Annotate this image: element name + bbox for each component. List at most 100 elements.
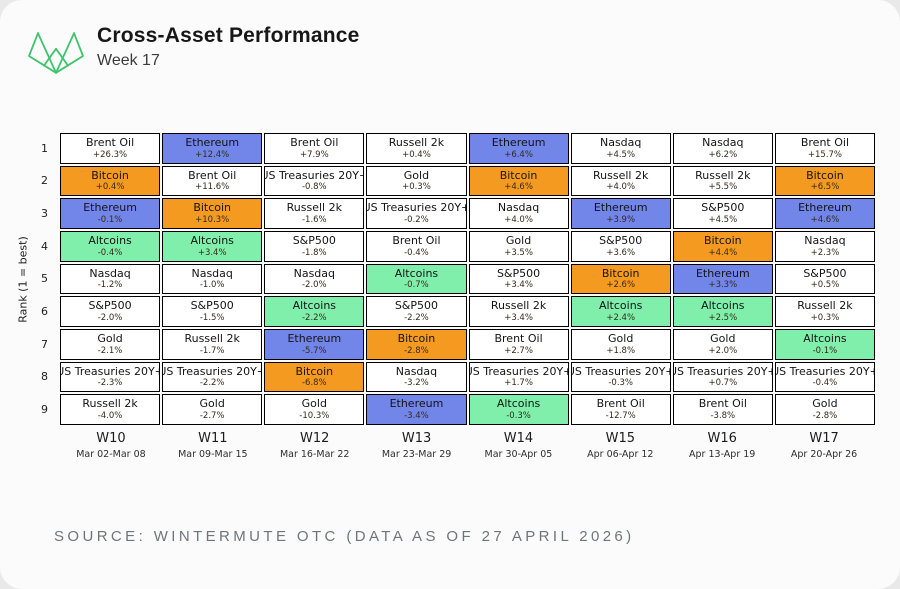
asset-change: -0.1% — [812, 345, 838, 356]
rank-tick: 7 — [41, 337, 48, 351]
asset-name: S&P500 — [292, 233, 336, 247]
table-cell: Russell 2k +3.4% — [468, 296, 569, 327]
table-cell: Brent Oil +2.7% — [468, 328, 569, 360]
asset-change: +0.4% — [402, 149, 431, 160]
asset-change: +4.4% — [708, 247, 738, 258]
asset-change: +0.4% — [95, 182, 125, 193]
asset-name: Nasdaq — [804, 233, 846, 247]
week-tick: W13 Mar 23-Mar 29 — [366, 431, 468, 460]
asset-name: S&P500 — [496, 266, 541, 280]
asset-change: -2.7% — [199, 410, 225, 421]
table-cell: Gold -2.1% — [60, 328, 161, 360]
asset-change: +1.7% — [504, 378, 533, 389]
asset-change: +4.0% — [606, 182, 636, 193]
asset-name: Gold — [403, 168, 430, 182]
week-tick: W12 Mar 16-Mar 22 — [264, 431, 366, 460]
table-cell: Altcoins +2.4% — [570, 296, 671, 327]
asset-change: +6.4% — [504, 149, 533, 160]
table-cell: Russell 2k +4.0% — [570, 165, 671, 197]
asset-name: Altcoins — [190, 233, 234, 247]
table-cell: US Treasuries 20Y+ -2.3% — [60, 361, 161, 393]
asset-name: Ethereum — [593, 201, 648, 215]
table-cell: Brent Oil -0.4% — [366, 230, 467, 262]
rank-tick: 1 — [41, 141, 48, 155]
asset-change: +5.5% — [708, 182, 738, 193]
asset-name: Bitcoin — [193, 201, 232, 215]
table-cell: US Treasuries 20Y+ +1.7% — [468, 361, 569, 393]
page-subtitle: Week 17 — [97, 52, 160, 69]
week-dates: Apr 06-Apr 12 — [587, 449, 654, 460]
week-label: W11 — [198, 431, 228, 446]
asset-change: -0.4% — [812, 378, 838, 389]
rank-tick: 2 — [41, 174, 48, 188]
asset-name: Brent Oil — [392, 233, 441, 247]
rank-tick: 6 — [41, 305, 48, 319]
asset-change: -2.8% — [404, 345, 429, 356]
table-cell: Bitcoin -6.8% — [264, 361, 365, 393]
asset-change: -6.8% — [301, 378, 327, 389]
asset-change: -12.7% — [605, 410, 636, 421]
asset-name: Brent Oil — [698, 397, 747, 411]
asset-change: +3.6% — [606, 247, 636, 258]
asset-name: Bitcoin — [499, 168, 538, 182]
asset-change: -3.8% — [710, 410, 736, 421]
asset-change: -4.0% — [97, 410, 123, 421]
week-axis: W10 Mar 02-Mar 08 W11 Mar 09-Mar 15 W12 Mar 1… — [60, 431, 875, 460]
asset-change: -1.7% — [199, 345, 225, 356]
table-cell: Nasdaq +6.2% — [672, 133, 773, 164]
table-cell: S&P500 -2.0% — [60, 296, 161, 327]
table-cell: Bitcoin +4.6% — [468, 165, 569, 197]
asset-change: +2.0% — [708, 345, 738, 356]
asset-name: Ethereum — [83, 201, 137, 215]
asset-name: Brent Oil — [494, 331, 543, 345]
asset-name: Nasdaq — [702, 135, 744, 149]
asset-change: -5.7% — [301, 345, 327, 356]
rank-tick: 8 — [41, 370, 48, 384]
table-cell: US Treasuries 20Y+ -0.8% — [264, 165, 365, 197]
asset-change: +6.5% — [810, 182, 840, 193]
asset-name: Bitcoin — [91, 168, 129, 182]
table-cell: US Treasuries 20Y+ -0.2% — [366, 198, 467, 229]
table-cell: Brent Oil +7.9% — [264, 133, 365, 164]
week-label: W13 — [401, 431, 432, 446]
asset-name: US Treasuries 20Y+ — [774, 364, 875, 378]
asset-name: S&P500 — [394, 299, 439, 313]
week-dates: Mar 30-Apr 05 — [484, 449, 553, 460]
asset-change: -2.2% — [404, 312, 429, 323]
asset-change: +0.7% — [708, 378, 738, 389]
week-label: W14 — [503, 431, 534, 446]
asset-name: Gold — [301, 397, 327, 411]
asset-change: -3.4% — [404, 410, 429, 421]
asset-change: +3.3% — [708, 280, 738, 291]
table-cell: Russell 2k +0.4% — [366, 133, 467, 164]
table-cell: Altcoins -0.3% — [468, 394, 569, 425]
asset-name: Brent Oil — [188, 168, 237, 182]
week-tick: W10 Mar 02-Mar 08 — [60, 431, 162, 460]
rank-tick: 5 — [41, 272, 48, 286]
table-cell: Gold -2.7% — [162, 394, 263, 425]
table-cell: Nasdaq +2.3% — [774, 230, 875, 262]
asset-name: Altcoins — [701, 299, 745, 313]
asset-name: US Treasuries 20Y+ — [570, 364, 671, 378]
asset-change: -1.0% — [199, 280, 225, 291]
asset-name: Nasdaq — [497, 201, 540, 215]
asset-name: Altcoins — [496, 397, 541, 411]
table-cell: Russell 2k +0.3% — [774, 296, 875, 327]
asset-name: Nasdaq — [89, 266, 131, 280]
asset-change: -0.3% — [608, 378, 634, 389]
asset-name: US Treasuries 20Y+ — [672, 364, 773, 378]
week-dates: Mar 02-Mar 08 — [76, 449, 146, 460]
table-cell: S&P500 -1.5% — [162, 296, 263, 327]
table-cell: S&P500 +4.5% — [672, 198, 773, 229]
asset-change: -1.2% — [97, 280, 123, 291]
week-tick: W11 Mar 09-Mar 15 — [162, 431, 264, 460]
table-cell: US Treasuries 20Y+ -0.4% — [774, 361, 875, 393]
rank-tick: 3 — [41, 207, 48, 221]
asset-name: Brent Oil — [596, 397, 645, 411]
asset-change: +0.5% — [810, 280, 840, 291]
table-cell: Nasdaq -2.0% — [264, 263, 365, 295]
asset-name: US Treasuries 20Y+ — [366, 201, 467, 215]
table-cell: Gold +2.0% — [672, 328, 773, 360]
asset-change: -0.8% — [301, 182, 327, 193]
asset-change: -2.2% — [199, 378, 225, 389]
